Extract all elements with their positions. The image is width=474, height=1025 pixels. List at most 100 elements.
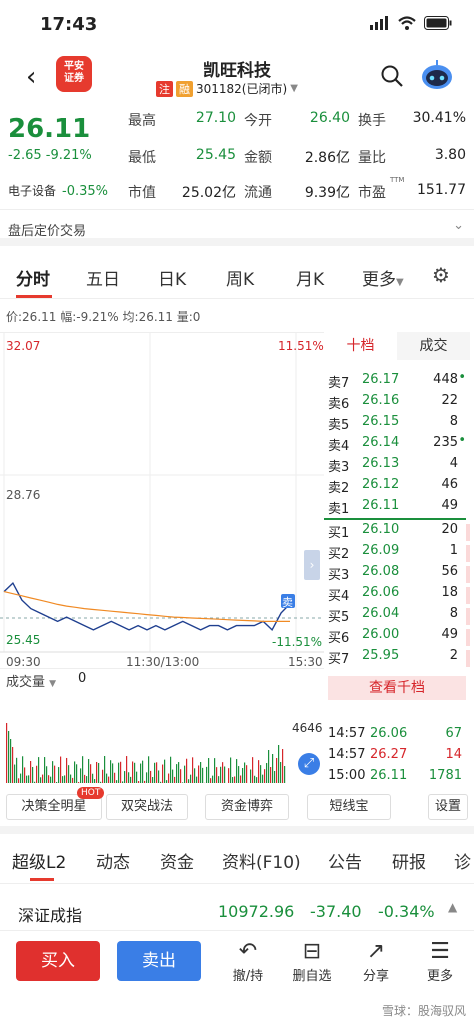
- robot-assistant-icon[interactable]: [420, 58, 454, 92]
- buy-button[interactable]: 买入: [16, 941, 100, 981]
- decision-allstar-button[interactable]: 决策全明星 HOT: [6, 787, 105, 820]
- ask-row[interactable]: 卖5 26.15 8: [328, 414, 466, 435]
- bid-price: 26.04: [362, 606, 400, 621]
- stock-header: ‹ 平安 证券 凯旺科技 注 融 301182(已闭市) ▼: [0, 50, 474, 102]
- volume-selector[interactable]: 成交量 ▼: [6, 671, 56, 690]
- ask-row[interactable]: 卖2 26.12 46: [328, 477, 466, 498]
- volume-bar: [58, 767, 60, 783]
- volume-bar: [18, 778, 20, 783]
- fullscreen-icon[interactable]: ⤢: [298, 753, 320, 775]
- remove-watchlist-button[interactable]: ⊟ 删自选: [286, 939, 338, 984]
- tool-label: 决策全明星: [21, 799, 87, 814]
- after-hours-row[interactable]: 盘后定价交易 ⌄: [0, 210, 474, 246]
- volume-bar: [136, 771, 138, 783]
- trade-row: 15:00 26.11 1781: [328, 768, 466, 789]
- settings-button[interactable]: 设置: [428, 794, 468, 820]
- bid-row[interactable]: 买5 26.04 8: [328, 606, 470, 627]
- expand-panel-icon[interactable]: ›: [304, 550, 320, 580]
- tab-ten-levels[interactable]: 十档: [324, 332, 397, 360]
- bid-row[interactable]: 买4 26.06 18: [328, 585, 470, 606]
- ask-volume: 235: [433, 435, 458, 450]
- bid-row[interactable]: 买3 26.08 56: [328, 564, 470, 585]
- ask-row[interactable]: 卖4 26.14 235 •: [328, 433, 466, 456]
- depth-bar: [466, 587, 470, 604]
- gear-icon[interactable]: ⚙: [432, 263, 450, 287]
- cancel-order-icon: ↶: [238, 939, 258, 964]
- volume-bars: [6, 723, 286, 783]
- x-start-label: 09:30: [6, 655, 41, 669]
- tab-monthly-k[interactable]: 月K: [296, 270, 325, 290]
- tab-five-day[interactable]: 五日: [86, 270, 120, 290]
- tab-daily-k[interactable]: 日K: [158, 270, 187, 290]
- sell-marker[interactable]: [281, 594, 295, 608]
- sell-marker-label: 卖: [282, 596, 293, 609]
- depth-bar: [466, 566, 470, 583]
- volume-bar: [168, 773, 170, 783]
- price-line: [3, 581, 291, 632]
- bid-volume: 1: [449, 543, 458, 558]
- ask-row[interactable]: 卖1 26.11 49: [328, 498, 466, 519]
- bid-volume: 8: [449, 606, 458, 621]
- double-break-button[interactable]: 双突战法: [106, 794, 188, 820]
- broker-logo: 平安 证券: [56, 56, 92, 92]
- tab-funds[interactable]: 资金: [160, 853, 194, 873]
- volume-bar: [102, 769, 104, 783]
- share-icon: ↗: [366, 939, 386, 964]
- volume-bar: [220, 766, 222, 783]
- fund-game-button[interactable]: 资金博弈: [205, 794, 289, 820]
- volume-bar: [224, 766, 226, 783]
- tab-research[interactable]: 研报: [392, 853, 426, 873]
- more-button[interactable]: ☰ 更多: [414, 939, 466, 984]
- bid-row[interactable]: 买7 25.95 2: [328, 648, 470, 669]
- view-all-levels-button[interactable]: 查看千档: [328, 676, 466, 700]
- bid-row[interactable]: 买6 26.00 49: [328, 627, 470, 648]
- volume-bar: [154, 762, 156, 783]
- sector-info[interactable]: 电子设备 -0.35%: [8, 182, 108, 199]
- tab-super-l2[interactable]: 超级L2: [12, 853, 67, 873]
- volume-bar: [182, 782, 184, 783]
- sell-button[interactable]: 卖出: [117, 941, 201, 981]
- tab-intraday[interactable]: 分时: [16, 270, 50, 290]
- volume-bar: [156, 762, 158, 783]
- intraday-chart[interactable]: 32.07 28.76 25.45 11.51% -11.51% 09:30 1…: [0, 331, 324, 672]
- tab-announcements[interactable]: 公告: [328, 853, 362, 873]
- ask-volume: 448: [433, 372, 458, 387]
- volume-bar: [242, 768, 244, 783]
- ask-price: 26.13: [362, 456, 400, 471]
- volume-bar: [284, 766, 286, 783]
- back-icon[interactable]: ‹: [26, 62, 37, 92]
- stock-code-line[interactable]: 注 融 301182(已闭市) ▼: [156, 80, 298, 97]
- volume-bar: [40, 777, 42, 783]
- tab-weekly-k[interactable]: 周K: [226, 270, 255, 290]
- bid-row[interactable]: 买2 26.09 1: [328, 543, 470, 564]
- volume-bar: [272, 754, 274, 783]
- ask-row[interactable]: 卖6 26.16 22: [328, 393, 466, 414]
- volume-bar: [114, 772, 116, 783]
- tab-f10[interactable]: 资料(F10): [222, 853, 301, 873]
- volume-bar: [180, 769, 182, 783]
- search-icon[interactable]: [380, 64, 404, 88]
- tab-more[interactable]: 更多▼: [362, 265, 404, 290]
- share-button[interactable]: ↗ 分享: [350, 939, 402, 984]
- volume-bar: [92, 773, 94, 783]
- short-term-button[interactable]: 短线宝: [307, 794, 391, 820]
- ask-row[interactable]: 卖7 26.17 448 •: [328, 370, 466, 393]
- sector-label: 电子设备: [8, 184, 57, 198]
- volume-bar: [112, 763, 114, 783]
- volume-bar: [60, 756, 62, 783]
- tab-news[interactable]: 动态: [96, 853, 130, 873]
- y-top-label: 32.07: [6, 339, 40, 353]
- index-ticker[interactable]: 深证成指 10972.96 -37.40 -0.34% ▲: [0, 896, 474, 930]
- quote-value: 30.41%: [412, 110, 466, 126]
- tab-diagnose[interactable]: 诊: [454, 853, 471, 873]
- quote-key: 市值: [128, 185, 156, 201]
- volume-bar: [34, 781, 36, 783]
- bid-row[interactable]: 买1 26.10 20: [328, 522, 470, 543]
- ask-level: 卖6: [328, 397, 350, 412]
- bid-price: 26.06: [362, 585, 400, 600]
- cancel-hold-button[interactable]: ↶ 撤/持: [222, 939, 274, 984]
- ask-row[interactable]: 卖3 26.13 4: [328, 456, 466, 477]
- tab-trades[interactable]: 成交: [419, 338, 448, 354]
- volume-bar: [62, 776, 64, 783]
- quote-key: 最低: [128, 150, 156, 166]
